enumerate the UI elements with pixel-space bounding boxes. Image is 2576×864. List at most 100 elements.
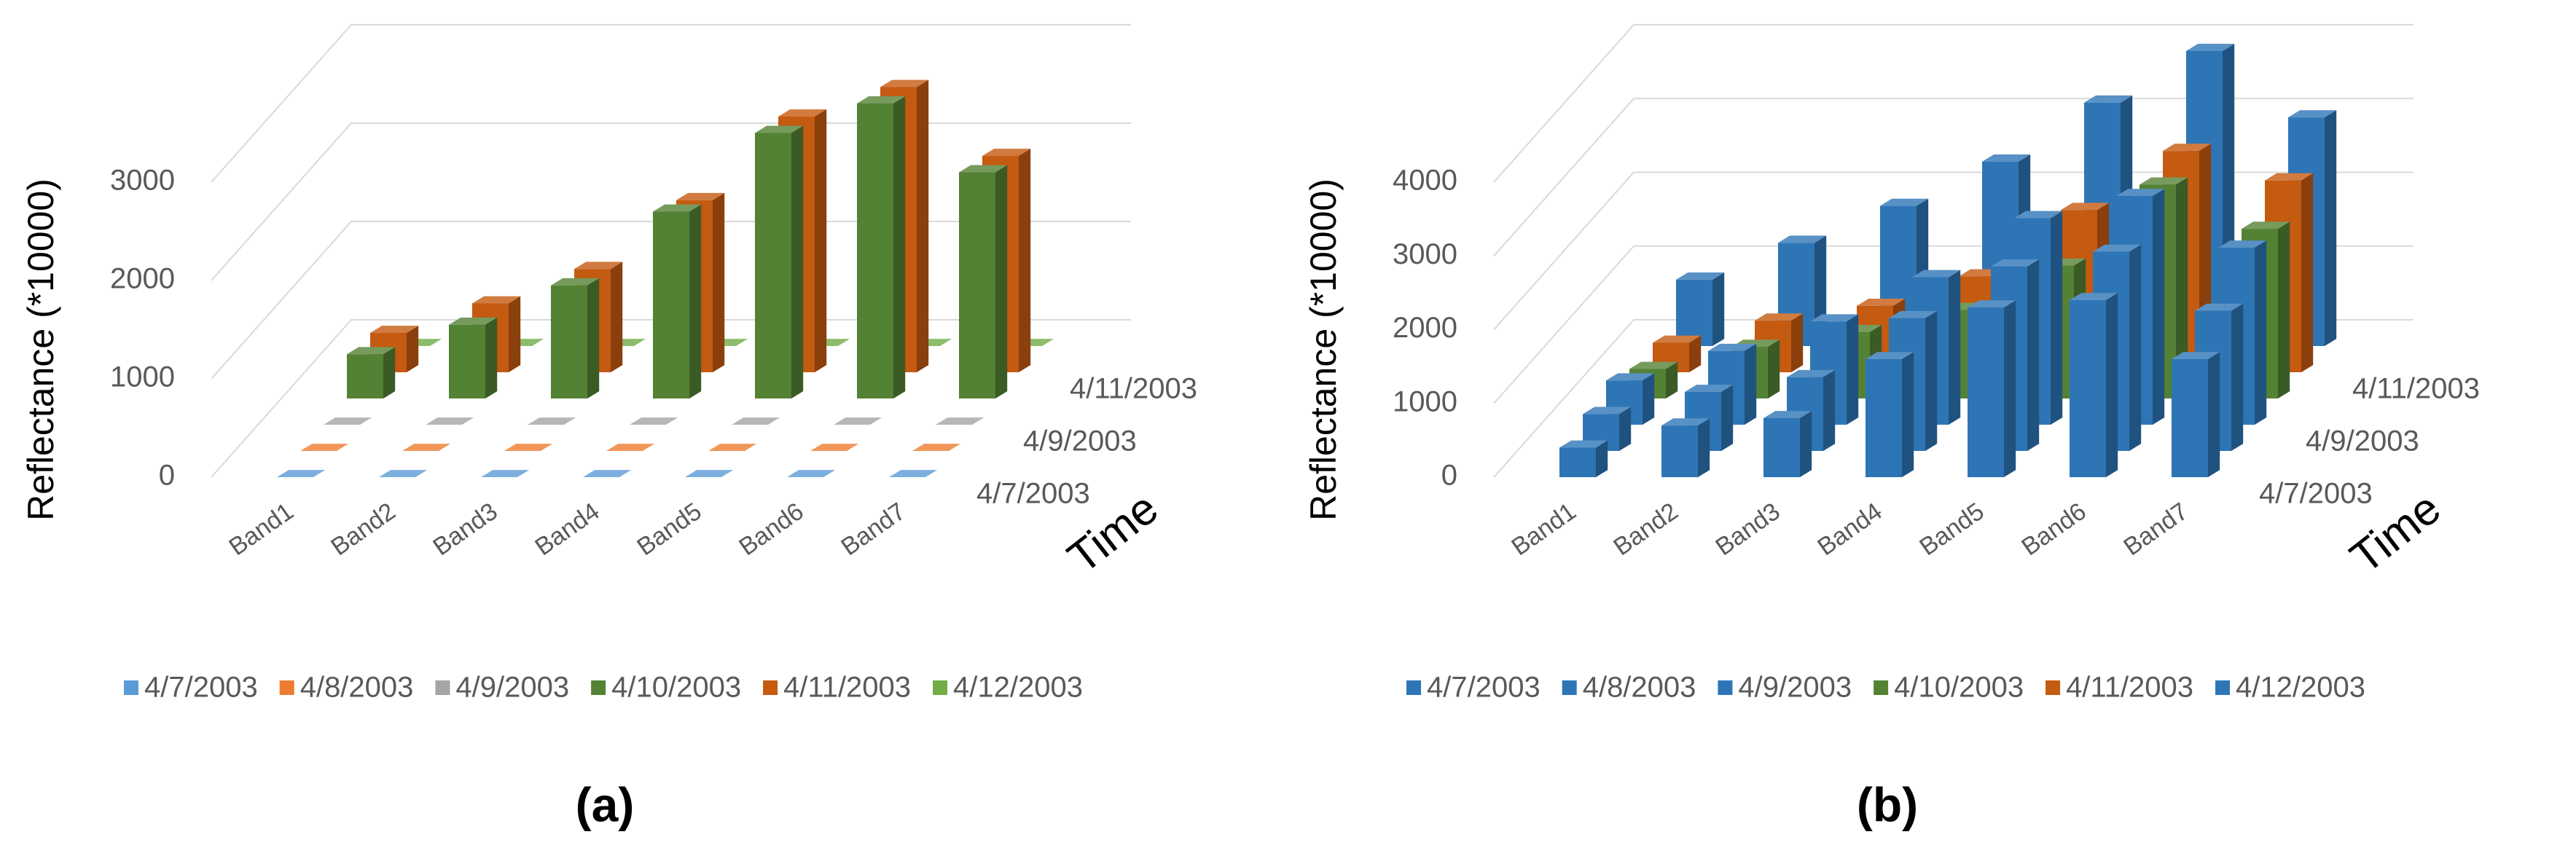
x-tick-label: Band5	[632, 498, 706, 562]
bar-top	[1787, 369, 1836, 377]
bar	[379, 470, 428, 477]
bar-side	[1823, 369, 1836, 451]
bar-side	[383, 347, 396, 398]
bar-top	[2070, 293, 2118, 300]
y-tick-label: 2000	[110, 263, 175, 295]
bar-side	[2106, 293, 2118, 477]
bar-side	[1019, 149, 1031, 372]
x-tick-label: Band1	[1506, 498, 1581, 562]
bar-top	[1778, 235, 1827, 243]
bar-top	[676, 192, 725, 200]
bar-top	[2093, 244, 2142, 252]
bar-front	[1559, 447, 1596, 477]
depth-tick-label: 4/7/2003	[976, 478, 1090, 510]
bar-top	[1559, 440, 1608, 448]
x-tick-label: Band6	[2016, 498, 2091, 562]
bar-top	[857, 96, 906, 103]
legend-swatch	[1874, 680, 1889, 695]
x-tick-label: Band7	[2118, 498, 2193, 562]
bar-top	[2084, 95, 2133, 103]
bar-top	[1606, 373, 1655, 381]
bar-top	[324, 417, 372, 425]
bar-top	[583, 470, 632, 477]
x-tick-label: Band3	[428, 498, 502, 562]
bar	[606, 444, 655, 451]
bar-top	[472, 296, 521, 304]
bar-front	[1763, 418, 1800, 477]
bar-top	[2061, 203, 2110, 211]
bar	[449, 317, 498, 398]
bar-side	[2208, 352, 2220, 477]
bar-top	[551, 278, 600, 286]
bar	[481, 470, 530, 477]
bar-top	[426, 417, 474, 425]
depth-tick-label: 4/7/2003	[2259, 478, 2373, 510]
bar-side	[1925, 310, 1938, 451]
bar-top	[653, 204, 702, 212]
bar-top	[606, 444, 655, 451]
bar	[1559, 440, 1608, 477]
legend-label: 4/8/2003	[1583, 672, 1696, 704]
bar-side	[1596, 440, 1608, 477]
bar-side	[2325, 110, 2337, 346]
bar-side	[2027, 259, 2040, 451]
bar-side	[2278, 221, 2290, 398]
legend-label: 4/11/2003	[2066, 672, 2193, 704]
bar	[528, 417, 576, 425]
bar-side	[2231, 303, 2244, 451]
legend-swatch	[2215, 680, 2231, 695]
bar-top	[1912, 270, 1961, 278]
bar	[857, 96, 906, 398]
bar-side	[1643, 373, 1655, 425]
bar-top	[1991, 259, 2040, 267]
x-tick-label: Band2	[1608, 498, 1683, 562]
bar-top	[889, 470, 938, 477]
bar	[1968, 300, 2016, 477]
bar	[653, 204, 702, 398]
bar	[551, 278, 600, 398]
bar-top	[2014, 211, 2063, 219]
bar-top	[1866, 352, 1914, 359]
bar-top	[685, 470, 734, 477]
bar-side	[713, 192, 725, 372]
y-tick-label: 1000	[1393, 385, 1457, 417]
depth-tick-label: 4/9/2003	[2306, 425, 2419, 457]
bar-top	[708, 444, 757, 451]
legend-label: 4/9/2003	[1738, 672, 1852, 704]
bar-top	[449, 317, 498, 325]
bar-side	[1689, 335, 1702, 372]
bar-side	[2301, 173, 2314, 373]
bar	[300, 444, 349, 451]
bar-top	[1685, 385, 1734, 392]
bar-top	[2242, 221, 2290, 229]
bar	[1676, 272, 1725, 346]
bar-side	[1666, 361, 1678, 398]
bar	[347, 347, 396, 398]
y-tick-label: 2000	[1393, 312, 1457, 344]
bar-top	[277, 470, 326, 477]
bar-side	[1902, 352, 1914, 477]
bar-side	[2176, 177, 2188, 398]
bar-top	[2186, 44, 2235, 51]
bar-top	[528, 417, 576, 425]
bar-side	[1619, 407, 1632, 451]
legend-label: 4/8/2003	[300, 672, 414, 704]
legend-swatch	[1718, 680, 1733, 695]
bar-side	[995, 165, 1008, 398]
bar-side	[2129, 244, 2142, 451]
grid-line	[1493, 98, 2413, 256]
grid-line	[1493, 24, 2413, 183]
bar-front	[2070, 300, 2106, 477]
bar-top	[1661, 418, 1710, 426]
bar-top	[755, 125, 804, 133]
bar-side	[1847, 314, 1859, 425]
bar-side	[1949, 270, 1961, 425]
x-tick-label: Band6	[734, 498, 808, 562]
y-tick-label: 3000	[1393, 238, 1457, 270]
y-tick-label: 3000	[110, 165, 175, 197]
bar-top	[574, 262, 623, 270]
y-tick-label: 0	[159, 460, 175, 492]
bar-side	[2004, 300, 2016, 477]
y-axis-title: Reflectance (*10000)	[1303, 178, 1344, 521]
bar	[936, 417, 984, 425]
